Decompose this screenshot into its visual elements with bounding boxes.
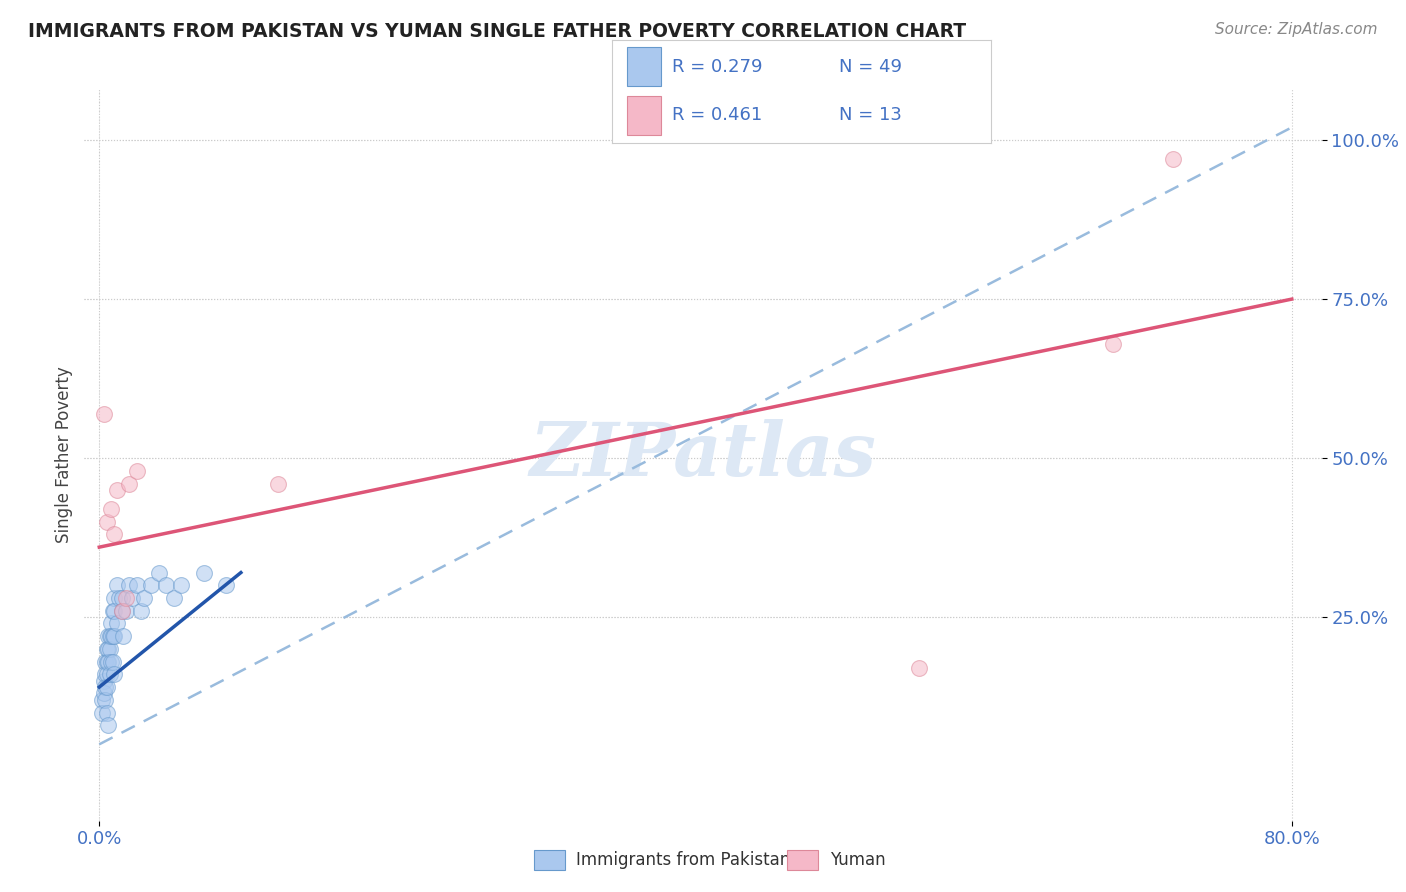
Point — [98, 641, 121, 656]
Point — [215, 578, 238, 592]
Point — [97, 629, 120, 643]
Point — [107, 591, 129, 605]
Point — [103, 667, 125, 681]
Point — [91, 693, 114, 707]
Text: R = 0.461: R = 0.461 — [672, 106, 762, 124]
Point — [100, 616, 122, 631]
Point — [129, 604, 152, 618]
Point — [141, 578, 163, 592]
Point — [96, 667, 118, 681]
Point — [111, 604, 134, 618]
Point — [193, 566, 215, 580]
Point — [125, 464, 148, 478]
Point — [1102, 336, 1125, 351]
Text: N = 49: N = 49 — [839, 58, 903, 76]
Point — [96, 655, 118, 669]
Point — [94, 680, 117, 694]
Point — [118, 578, 141, 592]
Point — [105, 483, 128, 497]
Y-axis label: Single Father Poverty: Single Father Poverty — [55, 367, 73, 543]
Point — [96, 641, 118, 656]
Point — [96, 706, 118, 720]
Point — [93, 686, 115, 700]
Point — [101, 629, 124, 643]
Point — [111, 604, 134, 618]
Point — [132, 591, 155, 605]
Point — [100, 629, 122, 643]
Point — [121, 591, 143, 605]
Point — [98, 629, 121, 643]
Point — [267, 476, 290, 491]
Point — [148, 566, 170, 580]
Text: Source: ZipAtlas.com: Source: ZipAtlas.com — [1215, 22, 1378, 37]
Point — [96, 680, 118, 694]
Point — [115, 591, 138, 605]
Text: R = 0.279: R = 0.279 — [672, 58, 763, 76]
FancyBboxPatch shape — [627, 95, 661, 135]
Point — [105, 616, 128, 631]
Point — [112, 629, 135, 643]
Point — [1161, 152, 1184, 166]
Point — [103, 604, 125, 618]
Point — [94, 667, 117, 681]
Point — [111, 591, 134, 605]
Point — [93, 407, 115, 421]
Text: IMMIGRANTS FROM PAKISTAN VS YUMAN SINGLE FATHER POVERTY CORRELATION CHART: IMMIGRANTS FROM PAKISTAN VS YUMAN SINGLE… — [28, 22, 966, 41]
Point — [97, 655, 120, 669]
Point — [94, 693, 117, 707]
Point — [96, 515, 118, 529]
Point — [155, 578, 177, 592]
Point — [94, 655, 117, 669]
Point — [115, 604, 138, 618]
Point — [93, 673, 115, 688]
Point — [98, 667, 121, 681]
Point — [100, 502, 122, 516]
Point — [101, 655, 124, 669]
Point — [163, 591, 186, 605]
Point — [105, 578, 128, 592]
Text: Immigrants from Pakistan: Immigrants from Pakistan — [576, 851, 790, 869]
Point — [97, 641, 120, 656]
Point — [908, 661, 931, 675]
Point — [103, 629, 125, 643]
Text: ZIPatlas: ZIPatlas — [530, 418, 876, 491]
Point — [103, 527, 125, 541]
Text: N = 13: N = 13 — [839, 106, 903, 124]
Point — [91, 706, 114, 720]
Point — [125, 578, 148, 592]
Point — [97, 718, 120, 732]
Point — [103, 591, 125, 605]
Point — [118, 476, 141, 491]
Text: Yuman: Yuman — [830, 851, 886, 869]
Point — [101, 604, 124, 618]
Point — [100, 655, 122, 669]
Point — [170, 578, 193, 592]
FancyBboxPatch shape — [627, 47, 661, 87]
